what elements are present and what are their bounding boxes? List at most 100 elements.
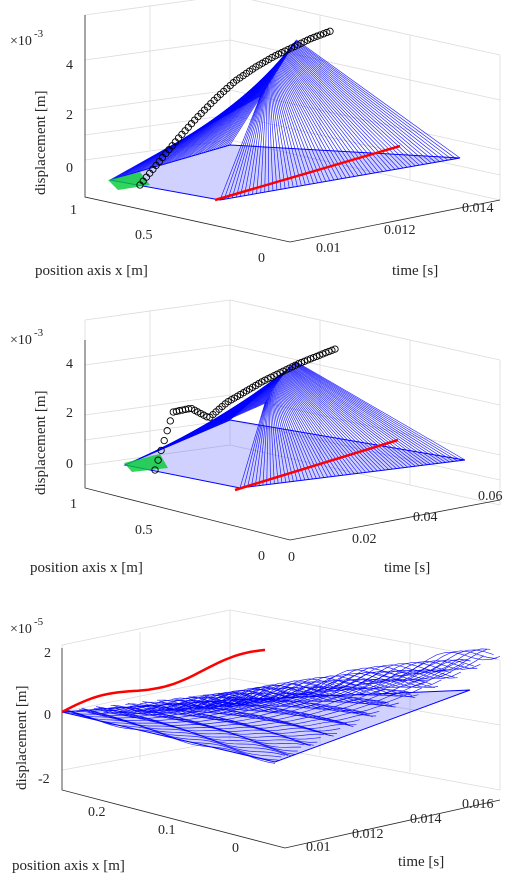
z-axis-label: displacement [m] <box>33 90 49 195</box>
red-edge-line <box>214 144 401 202</box>
marker-circle <box>163 427 171 435</box>
marker-circle <box>331 345 339 353</box>
z-exponent-base: ×10 <box>10 333 32 348</box>
mesh-line <box>151 697 396 710</box>
mesh-line <box>154 696 399 710</box>
mesh-line <box>71 712 289 756</box>
mesh-line <box>173 681 426 708</box>
mesh-line <box>215 661 481 701</box>
panel-3-box <box>61 648 501 849</box>
mesh-line <box>115 707 347 727</box>
time-tick: 0.06 <box>478 489 503 504</box>
mesh-line <box>108 706 338 735</box>
time-tick: 0.02 <box>352 532 377 547</box>
marker-circle <box>284 45 292 54</box>
z-axis-label: displacement [m] <box>14 685 30 790</box>
marker-circle <box>303 356 312 364</box>
mesh-line <box>112 704 344 729</box>
mesh-line <box>205 658 468 705</box>
z-tick: 0 <box>66 161 73 176</box>
x-tick: 0 <box>232 841 239 856</box>
mesh-line <box>83 709 305 746</box>
panel-3-ticks: ×10 -5 2 0 -2 0.2 0.1 0 0.01 0.012 0.014… <box>10 616 494 856</box>
x-axis-label: position axis x [m] <box>35 263 148 279</box>
time-tick-zero: 0 <box>288 550 295 565</box>
panel-2-mesh <box>123 361 466 492</box>
marker-circle <box>319 30 328 38</box>
panel-1-grid <box>84 0 501 201</box>
marker-circle <box>157 446 165 455</box>
mesh-line <box>225 649 494 708</box>
mesh-line <box>127 702 364 722</box>
z-tick: 2 <box>66 406 73 421</box>
time-tick: 0.04 <box>413 510 438 525</box>
x-tick: 0.2 <box>88 805 106 820</box>
marker-circle <box>154 456 162 464</box>
time-axis-label: time [s] <box>384 560 430 576</box>
marker-circle <box>326 27 334 35</box>
mesh-floor <box>123 419 466 489</box>
z-tick: -2 <box>38 772 50 787</box>
mesh-line <box>190 669 448 707</box>
chart-panel-3: ×10 -5 2 0 -2 0.2 0.1 0 0.01 0.012 0.014… <box>10 609 501 874</box>
x-tick: 1 <box>70 497 77 512</box>
x-tick: 0.5 <box>135 523 153 538</box>
time-axis-label: time [s] <box>398 854 444 870</box>
mesh-line <box>81 707 302 748</box>
z-tick: 4 <box>66 58 73 73</box>
green-patch <box>108 172 150 190</box>
z-tick: 4 <box>66 357 73 372</box>
mesh-line <box>142 701 383 714</box>
panel-2-box <box>84 340 501 541</box>
red-edge-line <box>61 648 266 714</box>
z-exponent: -3 <box>34 327 44 339</box>
z-tick: 2 <box>66 108 73 123</box>
marker-circle <box>166 417 174 425</box>
time-tick: 0.014 <box>462 201 494 216</box>
x-tick: 0 <box>258 251 265 266</box>
panel-1-mesh <box>108 39 461 202</box>
mesh-line <box>69 710 285 756</box>
marker-circle <box>316 31 324 39</box>
marker-circle <box>151 466 159 474</box>
mesh-floor <box>109 144 461 201</box>
mesh-line <box>229 39 461 159</box>
panel-3-mesh <box>61 648 501 764</box>
mesh-line <box>193 669 452 709</box>
z-tick: 0 <box>44 708 51 723</box>
red-edge-line <box>234 438 399 492</box>
time-tick: 0.012 <box>352 827 384 842</box>
time-tick: 0.01 <box>316 241 341 256</box>
time-tick: 0.01 <box>306 840 331 855</box>
time-tick: 0.014 <box>410 812 442 827</box>
marker-circle <box>297 358 306 367</box>
mesh-line <box>208 659 471 707</box>
z-exponent: -3 <box>34 28 44 40</box>
z-axis-label: displacement [m] <box>33 390 49 495</box>
chart-panel-1: ×10 -3 4 2 0 1 0.5 0 0.01 0.012 0.014 di… <box>10 0 501 279</box>
z-tick: 2 <box>44 646 51 661</box>
panel-1-box <box>84 15 501 243</box>
mesh-line <box>217 655 484 701</box>
marker-circle <box>307 35 315 43</box>
panel-2-ticks: ×10 -3 4 2 0 1 0.5 0 0.02 0.04 0.06 0 <box>10 327 503 565</box>
marker-circle <box>323 28 331 37</box>
x-axis-label: position axis x [m] <box>30 560 143 576</box>
mesh-floor <box>61 689 471 763</box>
time-axis-label: time [s] <box>392 263 438 279</box>
marker-circle <box>300 38 308 46</box>
panel-1-ticks: ×10 -3 4 2 0 1 0.5 0 0.01 0.012 0.014 <box>10 28 494 266</box>
mesh-line <box>220 648 488 703</box>
z-exponent: -5 <box>34 616 44 628</box>
z-exponent-base: ×10 <box>10 34 32 49</box>
mesh-line <box>98 707 324 737</box>
z-exponent-base: ×10 <box>10 622 32 637</box>
marker-circle <box>310 33 318 42</box>
x-tick: 0.5 <box>135 228 153 243</box>
chart-panel-2: ×10 -3 4 2 0 1 0.5 0 0.02 0.04 0.06 0 di… <box>10 299 503 576</box>
time-tick: 0.012 <box>384 223 416 238</box>
mesh-line <box>229 651 501 702</box>
mesh-line <box>212 660 478 707</box>
x-tick: 1 <box>70 203 77 218</box>
